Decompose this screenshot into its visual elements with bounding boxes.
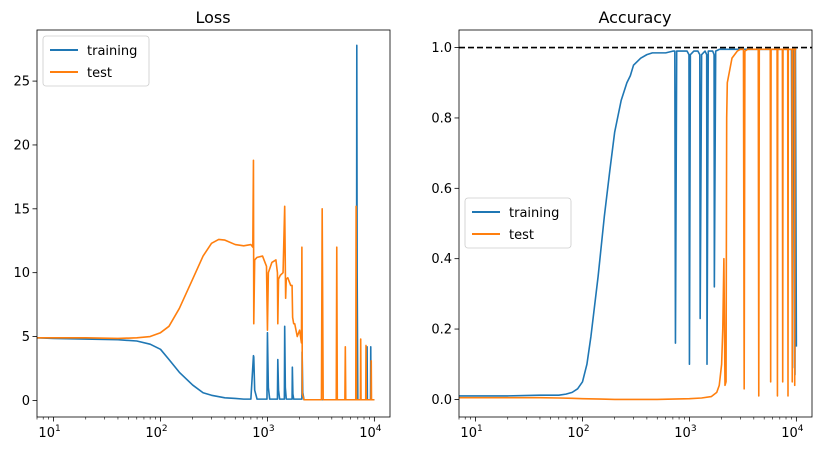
accuracy-legend-test-label: test bbox=[509, 228, 534, 243]
accuracy-legend: training test bbox=[464, 197, 572, 249]
loss-y-tick-label: 20 bbox=[13, 138, 30, 153]
loss-legend: training test bbox=[42, 35, 150, 87]
loss-legend-box bbox=[42, 35, 150, 87]
loss-legend-test-label: test bbox=[87, 66, 112, 81]
accuracy-chart: Accuracy 101 102 103 1040.00.20.40.60.81.0 … bbox=[431, 8, 813, 441]
loss-x-tick-label: 102 bbox=[145, 424, 167, 441]
accuracy-legend-box bbox=[464, 197, 572, 249]
loss-x-tick-label: 101 bbox=[38, 424, 60, 441]
accuracy-series-test-line bbox=[459, 48, 797, 401]
loss-chart-title: Loss bbox=[195, 8, 230, 27]
accuracy-y-tick-label: 0.4 bbox=[431, 252, 452, 267]
accuracy-x-tick-label: 102 bbox=[567, 424, 589, 441]
loss-x-tick-label: 104 bbox=[359, 424, 382, 441]
loss-y-tick-label: 5 bbox=[22, 330, 30, 345]
accuracy-y-tick-label: 0.8 bbox=[431, 111, 452, 126]
loss-y-tick-label: 10 bbox=[13, 266, 30, 281]
accuracy-series-layer bbox=[459, 46, 812, 401]
loss-series-training-line bbox=[36, 44, 375, 401]
accuracy-legend-training-label: training bbox=[509, 206, 559, 221]
loss-series-layer bbox=[36, 44, 375, 401]
accuracy-y-tick-label: 0.6 bbox=[431, 182, 452, 197]
loss-y-tick-label: 0 bbox=[22, 394, 30, 409]
loss-ticks-layer: 101 102 103 104 0 5 10 15 20 25 bbox=[13, 75, 381, 441]
accuracy-x-tick-label: 101 bbox=[460, 424, 482, 441]
accuracy-x-tick-label: 104 bbox=[781, 424, 804, 441]
loss-axes-frame bbox=[36, 29, 391, 418]
loss-legend-training-label: training bbox=[87, 44, 137, 59]
loss-plot-area bbox=[37, 30, 390, 417]
accuracy-y-tick-label: 0.0 bbox=[431, 393, 452, 408]
loss-series-test-line bbox=[37, 159, 375, 401]
accuracy-y-tick-label: 0.2 bbox=[431, 323, 452, 338]
accuracy-chart-title: Accuracy bbox=[598, 8, 671, 27]
loss-y-tick-label: 25 bbox=[13, 75, 30, 90]
loss-x-tick-label: 103 bbox=[252, 424, 274, 441]
accuracy-x-tick-label: 103 bbox=[674, 424, 696, 441]
accuracy-ticks-layer: 101 102 103 104 0.0 0.2 0.4 0.6 0.8 1.0 bbox=[431, 41, 803, 441]
loss-chart: Loss 101 102 103 104 0 5 10 15 20 25 training tes… bbox=[13, 8, 391, 441]
accuracy-y-tick-label: 1.0 bbox=[431, 41, 452, 56]
accuracy-axes-frame bbox=[458, 29, 813, 418]
loss-y-tick-label: 15 bbox=[13, 202, 30, 217]
